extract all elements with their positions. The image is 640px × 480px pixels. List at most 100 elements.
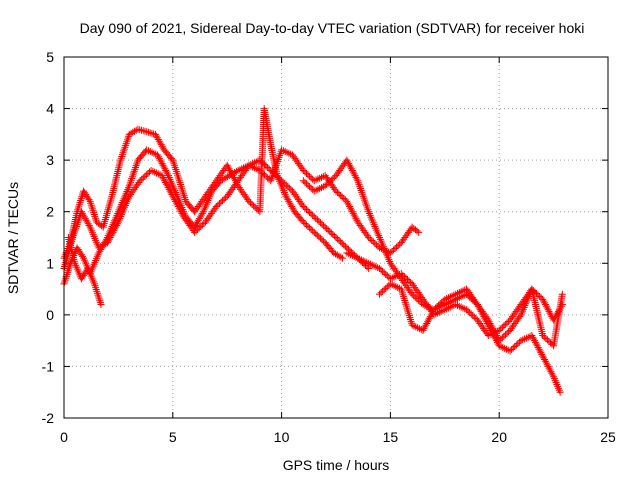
series-track-C (60, 146, 423, 272)
data-point-marker (345, 201, 353, 209)
data-point-marker (304, 171, 312, 179)
data-point-marker (89, 207, 97, 215)
data-point-marker (112, 223, 120, 231)
data-point-marker (433, 303, 441, 311)
data-point-marker (536, 347, 544, 355)
data-point-marker (97, 301, 105, 309)
data-point-marker (88, 203, 96, 211)
data-point-marker (219, 197, 227, 205)
data-point-marker (160, 163, 168, 171)
data-point-marker (441, 295, 449, 303)
data-point-marker (278, 146, 286, 154)
data-point-marker (61, 278, 69, 286)
data-point-marker (129, 171, 137, 179)
data-point-marker (156, 156, 164, 164)
data-point-marker (302, 180, 310, 188)
data-point-marker (150, 149, 158, 157)
data-point-marker (528, 331, 536, 339)
data-point-marker (314, 175, 322, 183)
data-point-marker (327, 229, 335, 237)
data-point-marker (466, 309, 474, 317)
data-point-marker (316, 234, 324, 242)
data-point-marker (175, 177, 183, 185)
data-point-marker (94, 291, 102, 299)
data-point-marker (113, 221, 121, 229)
data-point-marker (407, 317, 415, 325)
data-point-marker (487, 321, 495, 329)
data-point-marker (347, 251, 355, 259)
data-point-marker (256, 156, 264, 164)
data-point-marker (324, 226, 332, 234)
data-point-marker (382, 284, 390, 292)
data-point-marker (76, 198, 84, 206)
data-point-marker (346, 161, 354, 169)
data-point-marker (394, 242, 402, 250)
data-point-marker (161, 177, 169, 185)
data-point-marker (489, 325, 497, 333)
data-point-marker (177, 181, 185, 189)
data-point-marker (542, 334, 550, 342)
data-point-marker (132, 162, 140, 170)
data-point-marker (254, 157, 262, 165)
data-point-marker (503, 319, 511, 327)
data-point-marker (337, 192, 345, 200)
data-point-marker (498, 334, 506, 342)
data-point-marker (390, 246, 398, 254)
data-point-marker (310, 213, 318, 221)
data-point-marker (151, 168, 159, 176)
data-point-marker (306, 208, 314, 216)
data-point-marker (136, 126, 144, 134)
data-point-marker (102, 212, 110, 220)
data-point-marker (174, 203, 182, 211)
data-point-marker (443, 295, 451, 303)
data-point-marker (139, 174, 147, 182)
data-point-marker (93, 287, 101, 295)
data-point-marker (324, 179, 332, 187)
data-point-marker (404, 308, 412, 316)
data-point-marker (340, 194, 348, 202)
data-point-marker (143, 128, 151, 136)
data-point-marker (380, 286, 388, 294)
data-point-marker (500, 332, 508, 340)
data-point-marker (105, 235, 113, 243)
data-point-marker (248, 200, 256, 208)
data-point-marker (299, 166, 307, 174)
data-point-marker (299, 203, 307, 211)
data-point-marker (131, 164, 139, 172)
data-point-marker (338, 239, 346, 247)
data-point-marker (245, 161, 253, 169)
data-point-marker (143, 146, 151, 154)
data-point-marker (400, 295, 408, 303)
data-point-marker (540, 354, 548, 362)
data-point-marker (405, 312, 413, 320)
data-point-marker (85, 196, 93, 204)
data-point-marker (307, 174, 315, 182)
data-point-marker (347, 204, 355, 212)
data-point-marker (144, 169, 152, 177)
data-point-marker (332, 234, 340, 241)
x-tick-label: 0 (60, 429, 68, 445)
data-point-marker (455, 289, 463, 297)
data-point-marker (402, 300, 410, 308)
x-tick-label: 25 (600, 429, 616, 445)
data-point-marker (421, 323, 429, 331)
data-point-marker (307, 225, 315, 233)
data-point-marker (470, 313, 478, 321)
data-point-marker (411, 293, 419, 301)
y-tick-label: 5 (46, 49, 54, 65)
data-point-marker (102, 214, 110, 222)
data-point-marker (452, 301, 460, 309)
data-point-marker (138, 175, 146, 183)
data-point-marker (345, 160, 353, 168)
data-point-marker (95, 295, 103, 303)
data-point-marker (401, 296, 409, 304)
data-point-marker (285, 184, 293, 192)
data-point-marker (101, 215, 109, 223)
data-point-marker (415, 228, 423, 236)
data-point-marker (107, 194, 115, 202)
data-point-marker (279, 147, 287, 155)
data-point-marker (332, 187, 340, 195)
data-point-marker (383, 283, 391, 291)
data-point-marker (539, 295, 547, 303)
data-point-marker (405, 277, 413, 285)
